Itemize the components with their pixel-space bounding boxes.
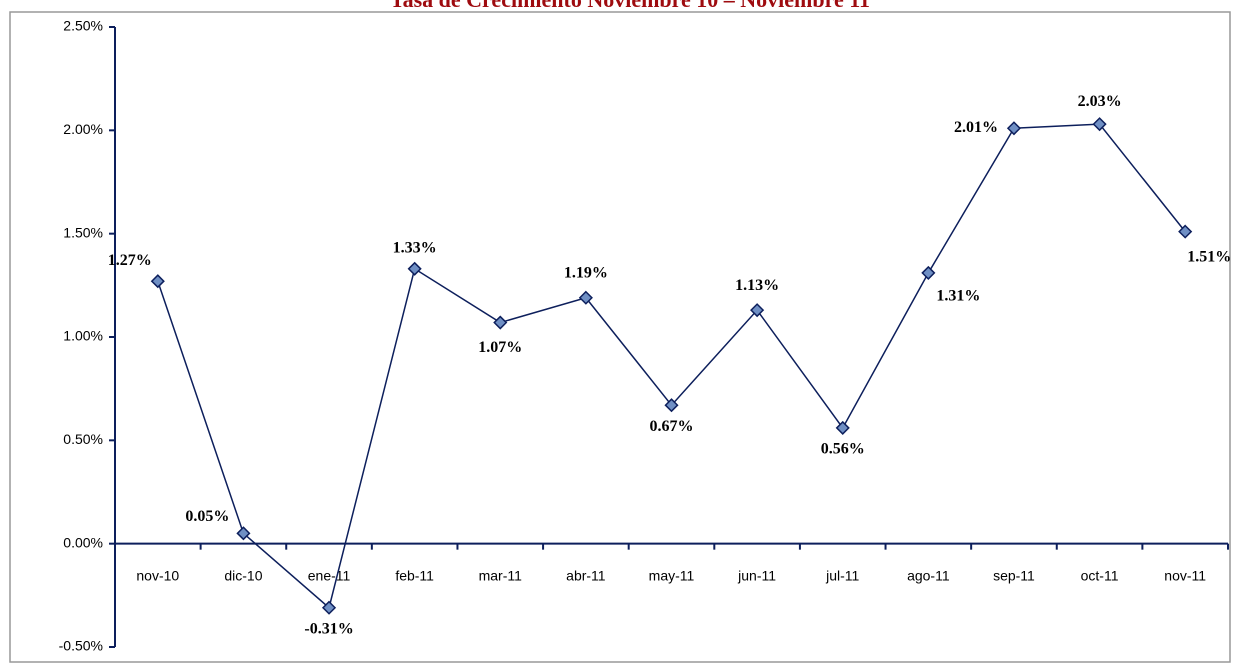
y-tick-label: 0.50% — [63, 431, 103, 447]
chart-frame — [9, 11, 1231, 663]
x-tick-label: jul-11 — [825, 567, 859, 583]
data-point — [835, 420, 850, 435]
y-tick-label: 2.00% — [63, 121, 103, 137]
x-tick-label: sep-11 — [993, 567, 1035, 583]
data-label: 0.56% — [821, 441, 865, 458]
x-tick-label: nov-10 — [136, 567, 179, 583]
x-tick-label: ene-11 — [308, 567, 351, 583]
x-tick-label: jun-11 — [737, 567, 776, 583]
y-tick-label: 1.00% — [63, 328, 103, 344]
x-tick-label: mar-11 — [479, 567, 523, 583]
data-point — [921, 265, 936, 280]
data-point — [578, 290, 593, 305]
data-label: 1.19% — [564, 264, 608, 281]
data-label: 2.03% — [1078, 93, 1122, 110]
data-label: 1.51% — [1187, 248, 1231, 265]
data-label: 1.07% — [478, 339, 522, 356]
data-label: 2.01% — [954, 119, 998, 136]
x-tick-label: ago-11 — [907, 567, 950, 583]
y-tick-label: 2.50% — [63, 18, 103, 34]
data-point — [236, 526, 251, 541]
data-point — [1006, 121, 1022, 136]
series-line — [157, 123, 1186, 610]
data-point — [1178, 224, 1193, 239]
data-label: 1.33% — [393, 239, 437, 256]
data-point — [407, 261, 422, 276]
data-label: 1.27% — [108, 252, 152, 269]
x-tick-label: dic-10 — [224, 567, 262, 583]
y-tick-label: 0.00% — [63, 534, 103, 550]
x-tick-label: nov-11 — [1164, 567, 1206, 583]
data-label: -0.31% — [304, 620, 353, 637]
x-tick-label: may-11 — [649, 567, 695, 583]
x-tick-label: oct-11 — [1081, 567, 1119, 583]
data-point — [1092, 117, 1107, 132]
data-point — [321, 600, 337, 615]
data-label: 1.13% — [735, 277, 779, 294]
data-point — [750, 303, 765, 318]
data-point — [664, 398, 679, 413]
x-tick-label: feb-11 — [395, 567, 434, 583]
data-point — [493, 315, 508, 330]
data-label: 1.31% — [936, 288, 980, 305]
y-tick-label: -0.50% — [59, 638, 103, 654]
data-point — [150, 274, 165, 289]
chart-title: Tasa de Crecimiento Noviembre 10 – Novie… — [390, 0, 870, 12]
data-label: 0.05% — [185, 508, 229, 525]
x-tick-label: abr-11 — [566, 567, 606, 583]
data-label: 0.67% — [650, 418, 694, 435]
y-tick-label: 1.50% — [63, 224, 103, 240]
